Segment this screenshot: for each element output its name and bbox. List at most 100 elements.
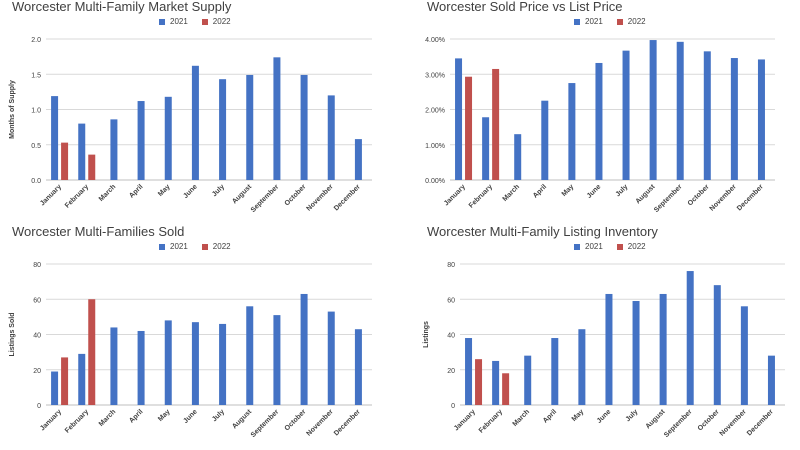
y-axis-label: Months of Supply — [9, 80, 16, 139]
x-tick-label: March — [98, 183, 118, 203]
y-tick-label: 0 — [37, 403, 41, 410]
x-tick-label: May — [157, 183, 172, 198]
y-tick-label: 3.00% — [425, 72, 445, 79]
legend-swatch-2022 — [201, 18, 208, 25]
y-tick-label: 40 — [33, 333, 41, 340]
legend-label-2021: 2021 — [170, 242, 188, 251]
bar-2021-february — [492, 360, 500, 405]
bar-2021-january — [51, 96, 59, 180]
legend-swatch-2021 — [159, 18, 165, 25]
x-tick-label: October — [697, 408, 721, 432]
sold-vs-list-chart: 0.00% 1.00% 2.00% 3.00% 4.00% January February… — [425, 37, 775, 214]
bar-2021-november — [730, 58, 738, 180]
bar-2021-june — [605, 293, 613, 405]
x-tick-label: March — [98, 408, 118, 428]
bar-2021-november — [740, 306, 748, 405]
bar-2021-june — [191, 65, 199, 180]
x-tick-label: July — [211, 183, 226, 198]
x-tick-label: April — [128, 183, 144, 199]
x-tick-label: June — [586, 183, 603, 200]
x-tick-label: July — [615, 183, 630, 198]
x-tick-label: December — [333, 183, 362, 212]
bar-2021-july — [219, 323, 227, 405]
x-tick-label: November — [306, 183, 335, 212]
x-tick-label: August — [635, 183, 657, 205]
x-tick-label: April — [542, 408, 558, 424]
bar-2021-may — [578, 329, 586, 405]
bar-2022-february — [88, 299, 96, 405]
x-tick-label: July — [211, 408, 226, 423]
bar-2021-august — [659, 293, 667, 405]
x-tick-label: June — [182, 183, 199, 200]
bar-2021-february — [78, 123, 86, 180]
bar-2021-april — [551, 338, 559, 405]
x-tick-label: October — [687, 183, 711, 207]
x-tick-label: July — [625, 408, 640, 423]
bar-2021-december — [757, 59, 765, 180]
x-tick-label: February — [64, 183, 90, 209]
chart-legend: 2021 2022 — [574, 242, 646, 251]
bar-2021-february — [78, 353, 86, 405]
legend-item-2022: 2022 — [201, 242, 231, 251]
bar-2021-july — [632, 301, 640, 405]
x-tick-label: December — [333, 408, 362, 437]
bar-2021-april — [137, 101, 145, 180]
chart-title: Worcester Sold Price vs List Price — [427, 0, 623, 14]
x-tick-label: December — [746, 408, 775, 437]
y-tick-label: 1.5 — [31, 72, 41, 79]
bar-2021-march — [110, 119, 118, 180]
bar-2021-november — [327, 95, 335, 180]
y-tick-label: 60 — [33, 297, 41, 304]
x-tick-label: March — [502, 183, 522, 203]
y-tick-label: 60 — [447, 297, 455, 304]
bar-2021-march — [514, 134, 522, 180]
bar-2021-february — [482, 117, 490, 180]
y-axis-label: Listings Sold — [9, 313, 16, 357]
y-tick-label: 0 — [451, 403, 455, 410]
bar-2021-january — [465, 338, 473, 405]
y-tick-label: 4.00% — [425, 37, 445, 44]
bar-2021-august — [649, 40, 657, 181]
legend-swatch-2022 — [616, 243, 623, 250]
x-tick-label: September — [250, 183, 281, 214]
multi-families-sold-chart: 0 20 40 60 80 Listings Sold January February Mar… — [9, 262, 372, 439]
bar-2021-january — [51, 371, 59, 405]
x-tick-label: February — [468, 183, 494, 209]
bar-2021-september — [676, 41, 684, 180]
bar-2022-january — [465, 76, 473, 180]
y-tick-label: 20 — [33, 368, 41, 375]
bar-2022-february — [502, 373, 510, 405]
bar-2021-october — [300, 293, 308, 405]
x-tick-label: February — [64, 408, 90, 434]
bar-2021-april — [137, 330, 145, 405]
chart-legend: 2021 2022 — [574, 17, 646, 26]
y-tick-label: 0.5 — [31, 143, 41, 150]
bar-2021-june — [191, 322, 199, 405]
chart-panel-sold-vs-list: Worcester Sold Price vs List Price 2021 … — [400, 0, 800, 225]
y-tick-label: 0.0 — [31, 178, 41, 185]
bar-2022-january — [475, 359, 483, 405]
x-tick-label: December — [736, 183, 765, 212]
bar-2021-september — [273, 57, 281, 180]
market-supply-chart: 0.0 0.5 1.0 1.5 2.0 Months of Supply January Fe… — [9, 37, 372, 214]
y-tick-label: 20 — [447, 368, 455, 375]
bar-2021-august — [246, 74, 254, 180]
bar-2021-november — [327, 311, 335, 405]
x-tick-label: September — [250, 408, 281, 439]
bar-2021-april — [541, 100, 549, 180]
x-tick-label: January — [443, 183, 467, 207]
x-tick-label: November — [719, 408, 748, 437]
chart-title: Worcester Multi-Family Listing Inventory — [427, 224, 658, 239]
y-tick-label: 0.00% — [425, 178, 445, 185]
y-tick-label: 1.0 — [31, 108, 41, 115]
legend-label-2021: 2021 — [585, 17, 603, 26]
bar-2021-july — [219, 79, 227, 180]
legend-item-2022: 2022 — [616, 17, 646, 26]
y-tick-label: 2.00% — [425, 108, 445, 115]
bar-2021-july — [622, 50, 630, 180]
x-tick-label: March — [512, 408, 532, 428]
bar-2021-may — [164, 96, 172, 180]
legend-label-2021: 2021 — [585, 242, 603, 251]
chart-title: Worcester Multi-Families Sold — [12, 224, 185, 239]
legend-swatch-2021 — [159, 243, 165, 250]
